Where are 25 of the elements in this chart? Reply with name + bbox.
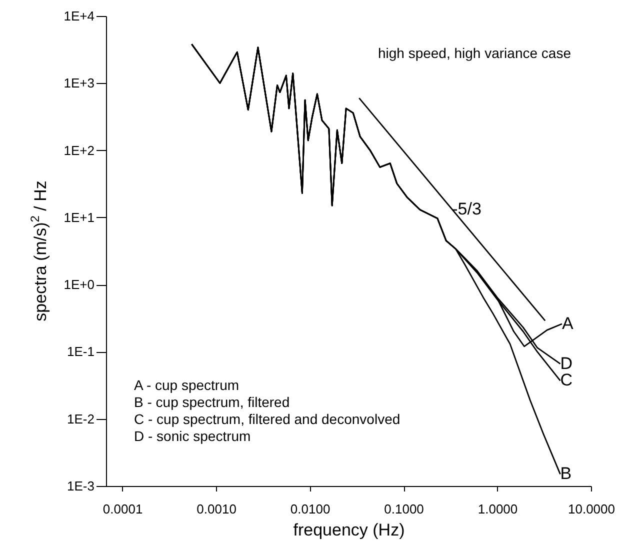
annotation: C - cup spectrum, filtered and deconvolved [134, 411, 400, 427]
y-tick-label: 1E+4 [64, 8, 94, 24]
annotation: A - cup spectrum [134, 377, 240, 393]
x-tick-label: 0.0100 [290, 502, 330, 516]
text: high speed, high variance case [378, 45, 572, 61]
series-label: -5/3 [452, 199, 482, 218]
annotation: B - cup spectrum, filtered [134, 394, 290, 410]
y-tick-label: 1E-2 [67, 411, 94, 426]
x-tick-label: 0.0010 [196, 502, 236, 516]
annotation: D - sonic spectrum [134, 428, 251, 444]
series-label: A [562, 314, 574, 333]
x-tick-label: 0.0001 [102, 502, 143, 516]
series-label: C [560, 370, 573, 390]
series-label: B [560, 464, 572, 484]
y-tick-label: 1E+0 [64, 277, 94, 292]
y-tick-label: 1E+1 [64, 210, 94, 225]
x-tick-label: 10.0000 [568, 502, 615, 516]
y-tick-label: 1E-1 [67, 344, 94, 360]
x-tick-label: 0.1000 [384, 502, 424, 516]
x-tick-label: 1.0000 [478, 502, 518, 516]
y-tick-label: 1E+2 [64, 142, 94, 158]
series-label: D [560, 354, 573, 373]
y-tick-label: 1E+3 [64, 76, 94, 91]
x-axis-title: frequency (Hz) [293, 520, 405, 540]
y-tick-label: 1E-3 [67, 478, 94, 494]
